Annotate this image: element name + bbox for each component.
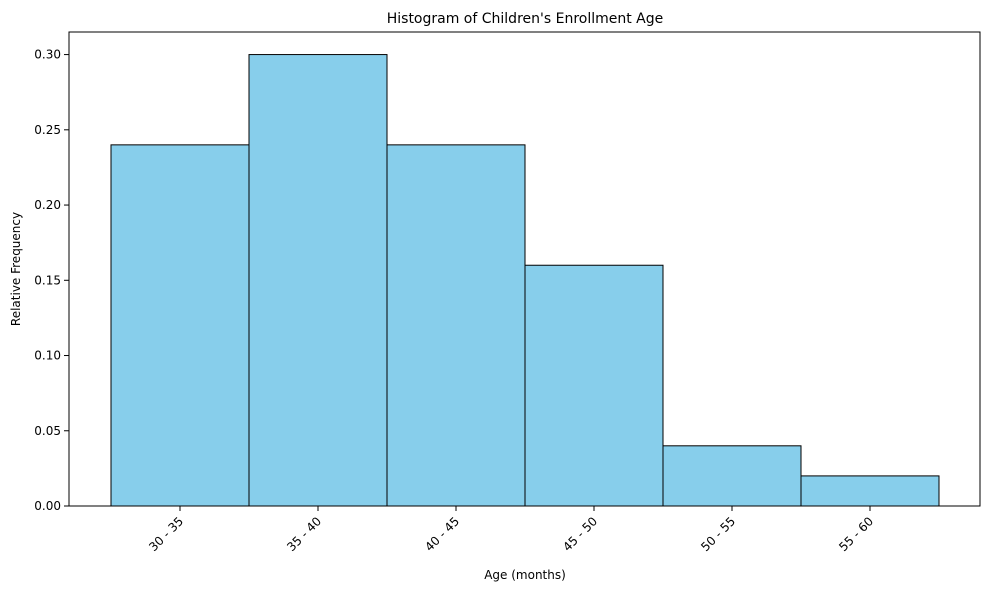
y-tick-label: 0.30 <box>34 48 61 62</box>
y-axis: 0.00 0.05 0.10 0.15 0.20 0.25 0.30 <box>34 48 69 513</box>
x-tick-label: 30 - 35 <box>146 514 186 554</box>
plot-frame <box>68 31 981 507</box>
bars-layer <box>110 54 940 507</box>
bar-45-50 <box>524 264 664 507</box>
bar-40-45 <box>386 144 526 507</box>
bar-55-60 <box>800 475 940 507</box>
x-tick-label: 55 - 60 <box>836 514 876 554</box>
x-tick-label: 45 - 50 <box>560 514 600 554</box>
y-tick-label: 0.25 <box>34 123 61 137</box>
bar-30-35 <box>110 144 250 507</box>
y-tick-label: 0.00 <box>34 499 61 513</box>
bar-35-40 <box>248 54 388 507</box>
bar-50-55 <box>662 445 802 507</box>
y-tick-label: 0.05 <box>34 424 61 438</box>
x-tick-label: 40 - 45 <box>422 514 462 554</box>
y-axis-label: Relative Frequency <box>9 212 23 326</box>
y-tick-label: 0.20 <box>34 198 61 212</box>
y-tick-label: 0.15 <box>34 273 61 287</box>
y-tick-label: 0.10 <box>34 349 61 363</box>
x-axis: 30 - 35 35 - 40 40 - 45 45 - 50 50 - 55 55 - … <box>146 506 876 554</box>
x-tick-label: 50 - 55 <box>698 514 738 554</box>
x-tick-label: 35 - 40 <box>284 514 324 554</box>
x-axis-label: Age (months) <box>484 568 566 582</box>
chart-title: Histogram of Children's Enrollment Age <box>387 11 664 27</box>
